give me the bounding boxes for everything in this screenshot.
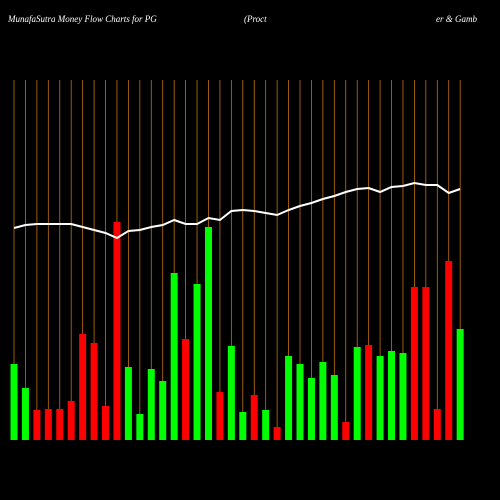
bar: [33, 410, 41, 440]
bar: [410, 287, 418, 440]
bar: [422, 287, 430, 440]
bar: [56, 409, 64, 440]
bar: [388, 351, 396, 440]
bar: [159, 381, 167, 440]
bar: [239, 412, 247, 440]
bar: [353, 347, 361, 440]
bar: [113, 222, 121, 440]
bar: [79, 334, 87, 440]
bar: [262, 410, 270, 440]
bar: [204, 227, 212, 440]
bar: [227, 346, 235, 440]
bar: [44, 409, 52, 440]
bar: [342, 422, 350, 440]
bar: [102, 406, 110, 440]
bar: [285, 356, 293, 440]
chart-title: MunafaSutra Money Flow Charts for PG: [7, 14, 157, 24]
bar: [433, 409, 441, 440]
annotation: (Proct: [244, 14, 267, 24]
bar: [399, 353, 407, 440]
bar: [365, 345, 373, 440]
bar: [124, 367, 132, 440]
bar: [330, 375, 338, 440]
bar: [216, 392, 224, 440]
bar: [147, 369, 155, 440]
bar: [182, 339, 190, 440]
line: [13, 181, 461, 240]
bar: [456, 329, 464, 440]
annotation: er & Gamb: [436, 14, 477, 24]
bar: [376, 356, 384, 440]
bar: [319, 362, 327, 440]
bar: [67, 401, 75, 440]
bar: [273, 427, 281, 440]
bar: [90, 343, 98, 440]
bar: [193, 284, 201, 440]
bar: [296, 364, 304, 440]
bar: [10, 364, 18, 440]
bar: [250, 395, 258, 440]
bar: [136, 414, 144, 440]
bar: [21, 388, 29, 440]
bar: [445, 261, 453, 440]
bar: [307, 378, 315, 440]
bar: [170, 273, 178, 440]
